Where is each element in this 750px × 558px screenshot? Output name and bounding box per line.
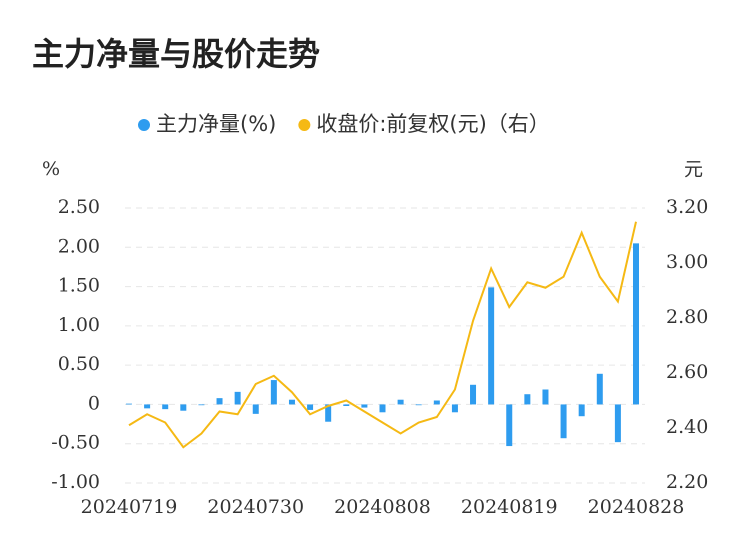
x-tick-label: 20240719 <box>81 496 178 518</box>
y2-axis-label: 元 <box>684 159 703 181</box>
bar <box>397 399 404 405</box>
bar <box>234 391 241 405</box>
bar <box>506 404 513 447</box>
bar <box>343 404 350 406</box>
bar <box>560 404 567 439</box>
bar <box>270 380 277 405</box>
bar <box>252 404 259 414</box>
bar <box>180 404 187 411</box>
y-tick-label: 1.50 <box>58 275 100 297</box>
bar <box>144 404 151 409</box>
legend-marker <box>138 119 150 131</box>
y-tick-label: 0.50 <box>58 353 100 375</box>
y-tick-label: 1.00 <box>58 314 100 336</box>
bar <box>488 287 495 405</box>
bar <box>614 404 621 443</box>
y2-tick-label: 3.00 <box>666 251 708 273</box>
x-tick-label: 20240819 <box>461 496 558 518</box>
bar <box>325 404 332 422</box>
y2-tick-label: 2.20 <box>666 471 708 493</box>
bar <box>596 373 603 405</box>
price-line <box>128 221 637 449</box>
bar <box>451 404 458 413</box>
bar <box>578 404 585 417</box>
y-tick-label: 0 <box>88 392 100 414</box>
x-tick-label: 20240808 <box>334 496 431 518</box>
y-tick-label: 2.50 <box>58 196 100 218</box>
bar <box>162 404 169 410</box>
y2-tick-label: 2.60 <box>666 361 708 383</box>
bar <box>307 404 314 410</box>
bar <box>361 404 368 408</box>
x-tick-label: 20240730 <box>207 496 304 518</box>
bar <box>542 389 549 405</box>
bar <box>470 384 477 405</box>
bar <box>216 398 223 405</box>
bar <box>379 404 386 413</box>
chart-title: 主力净量与股价走势 <box>32 35 320 73</box>
legend-marker <box>298 119 311 131</box>
y2-tick-label: 2.80 <box>666 306 708 328</box>
legend-label: 收盘价:前复权(元)（右） <box>316 112 549 136</box>
bar <box>198 404 205 406</box>
y-tick-label: 2.00 <box>58 235 100 257</box>
bar <box>633 243 639 405</box>
y2-tick-label: 3.20 <box>666 196 708 218</box>
y-axis-label: % <box>42 158 60 180</box>
x-tick-label: 20240828 <box>588 496 685 518</box>
bar <box>126 403 132 405</box>
bar <box>433 400 440 405</box>
y-tick-label: -1.00 <box>51 471 100 493</box>
bar <box>415 404 422 406</box>
y2-tick-label: 2.40 <box>666 416 708 438</box>
legend-label: 主力净量(%) <box>156 112 276 136</box>
bar <box>524 394 531 405</box>
y-tick-label: -0.50 <box>51 432 100 454</box>
bar <box>288 399 295 405</box>
